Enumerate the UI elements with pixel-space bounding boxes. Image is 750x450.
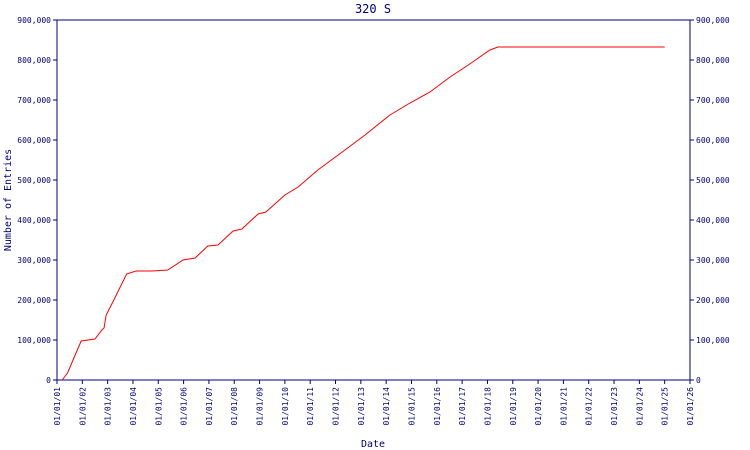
x-tick-label: 01/01/10 xyxy=(281,387,290,426)
x-tick-label: 01/01/24 xyxy=(635,387,644,426)
x-tick-label: 01/01/07 xyxy=(205,387,214,426)
y2-tick-label: 800,000 xyxy=(696,56,730,65)
x-tick-label: 01/01/25 xyxy=(661,387,670,426)
x-tick-label: 01/01/16 xyxy=(433,387,442,426)
x-tick-label: 01/01/06 xyxy=(180,387,189,426)
y2-tick-label: 900,000 xyxy=(696,16,730,25)
x-tick-label: 01/01/13 xyxy=(357,387,366,426)
y-axis-label: Number of Entries xyxy=(3,149,14,251)
x-tick-label: 01/01/19 xyxy=(509,387,518,426)
x-tick-label: 01/01/02 xyxy=(78,387,87,426)
x-tick-label: 01/01/26 xyxy=(686,387,695,426)
y-tick-label: 900,000 xyxy=(17,16,51,25)
plot-frame xyxy=(56,19,691,381)
x-tick-label: 01/01/18 xyxy=(483,387,492,426)
data-line xyxy=(61,46,665,381)
y-tick-label: 700,000 xyxy=(17,96,51,105)
x-tick-label: 01/01/22 xyxy=(585,387,594,426)
x-tick-label: 01/01/12 xyxy=(332,387,341,426)
x-tick-label: 01/01/09 xyxy=(256,387,265,426)
y-tick-label: 200,000 xyxy=(17,296,51,305)
x-tick-label: 01/01/20 xyxy=(534,387,543,426)
y2-tick-label: 600,000 xyxy=(696,136,730,145)
x-tick-label: 01/01/01 xyxy=(53,387,62,426)
x-tick-label: 01/01/17 xyxy=(458,387,467,426)
x-tick-label: 01/01/04 xyxy=(129,387,138,426)
y-tick-label: 800,000 xyxy=(17,56,51,65)
chart-title: 320 S xyxy=(355,2,391,16)
y-tick-label: 500,000 xyxy=(17,176,51,185)
y2-tick-label: 100,000 xyxy=(696,336,730,345)
x-tick-label: 01/01/05 xyxy=(154,387,163,426)
x-tick-label: 01/01/03 xyxy=(104,387,113,426)
y2-tick-label: 500,000 xyxy=(696,176,730,185)
y-tick-label: 600,000 xyxy=(17,136,51,145)
x-tick-label: 01/01/08 xyxy=(230,387,239,426)
y-tick-label: 0 xyxy=(46,376,51,385)
y2-tick-label: 0 xyxy=(696,376,701,385)
y-tick-label: 300,000 xyxy=(17,256,51,265)
y2-tick-label: 300,000 xyxy=(696,256,730,265)
y-tick-label: 400,000 xyxy=(17,216,51,225)
y2-tick-label: 700,000 xyxy=(696,96,730,105)
y-tick-label: 100,000 xyxy=(17,336,51,345)
x-tick-label: 01/01/11 xyxy=(306,387,315,426)
x-tick-label: 01/01/14 xyxy=(382,387,391,426)
y2-tick-label: 200,000 xyxy=(696,296,730,305)
x-tick-label: 01/01/21 xyxy=(559,387,568,426)
x-axis-label: Date xyxy=(361,439,385,450)
x-tick-label: 01/01/15 xyxy=(407,387,416,426)
y2-tick-label: 400,000 xyxy=(696,216,730,225)
x-tick-label: 01/01/23 xyxy=(610,387,619,426)
